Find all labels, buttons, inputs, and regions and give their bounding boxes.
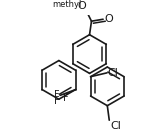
Text: F: F [63,93,69,103]
Text: F: F [54,96,60,106]
Text: Cl: Cl [110,121,121,131]
Text: methyl: methyl [52,0,82,9]
Text: O: O [77,1,86,11]
Text: Cl: Cl [108,68,119,78]
Text: O: O [104,14,113,24]
Text: F: F [54,90,60,100]
